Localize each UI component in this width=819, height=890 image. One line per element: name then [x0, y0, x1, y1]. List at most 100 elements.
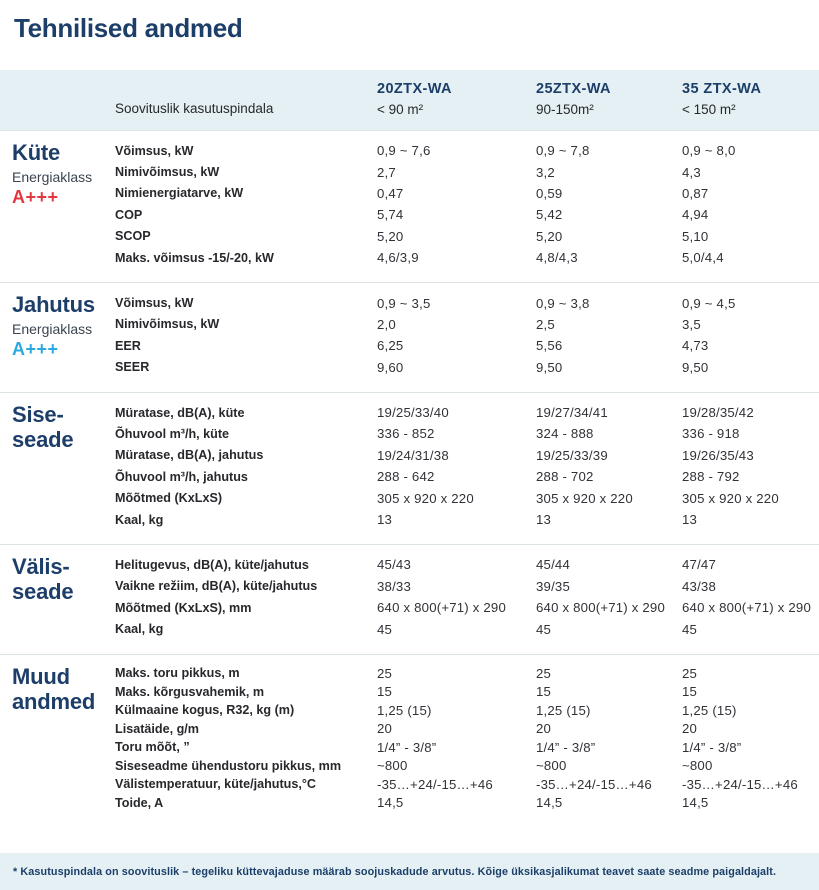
row-label: SEER	[115, 360, 150, 375]
row-value: 9,50	[682, 359, 709, 375]
row-label: Mõõtmed (KxLxS), mm	[115, 600, 252, 615]
energy-class-value: A+++	[12, 339, 59, 360]
table-row: Toru mõõt, ” 1/4” - 3/8” 1/4” - 3/8” 1/4” -…	[115, 738, 819, 757]
table-row: Müratase, dB(A), küte 19/25/33/40 19/27/34…	[115, 402, 819, 423]
row-value: 20	[377, 721, 393, 737]
row-value: 288 - 642	[377, 469, 435, 485]
row-value: 9,50	[536, 359, 563, 375]
row-value: 640 x 800(+71) x 290	[536, 600, 666, 616]
model-name: 20ZTX-WA	[377, 81, 452, 97]
table-row: Külmaaine kogus, R32, kg (m) 1,25 (15) 1,2…	[115, 701, 819, 720]
row-value: 5,42	[536, 207, 563, 223]
row-value: 43/38	[682, 578, 717, 594]
section-title: Sise-seade	[12, 401, 74, 452]
row-value: 25	[377, 665, 393, 681]
row-value: 4,73	[682, 338, 709, 354]
row-value: 0,47	[377, 185, 404, 201]
table-row: Maks. võimsus -15/-20, kW 4,6/3,9 4,8/4,3 5…	[115, 247, 819, 268]
row-value: 305 x 920 x 220	[377, 490, 474, 506]
section-header-valisseade: Välis-seade	[12, 554, 115, 640]
row-value: 5,10	[682, 228, 709, 244]
row-value: ~800	[377, 758, 408, 774]
model-column-20ztx-wa: 20ZTX-WA < 90 m²	[377, 81, 536, 117]
row-label: Välistemperatuur, küte/jahutus,°C	[115, 777, 316, 792]
row-value: 336 - 918	[682, 426, 740, 442]
row-label: Maks. toru pikkus, m	[115, 666, 240, 681]
table-row: Kaal, kg 45 45 45	[115, 618, 819, 639]
section-valisseade: Välis-seade Helitugevus, dB(A), küte/jahu…	[0, 544, 819, 654]
model-name: 25ZTX-WA	[536, 81, 611, 97]
row-label: Siseseadme ühendustoru pikkus, mm	[115, 758, 342, 773]
row-value: 1,25 (15)	[682, 702, 737, 718]
row-value: 19/27/34/41	[536, 405, 608, 421]
table-row: Toide, A 14,5 14,5 14,5	[115, 793, 819, 812]
row-value: 0,87	[682, 185, 709, 201]
model-column-35ztx-wa: 35 ZTX-WA < 150 m²	[682, 81, 819, 117]
row-value: 1,25 (15)	[377, 702, 432, 718]
row-value: 19/28/35/42	[682, 405, 754, 421]
row-value: 25	[682, 665, 698, 681]
row-label: Kaal, kg	[115, 622, 164, 637]
row-label: Müratase, dB(A), küte	[115, 405, 245, 420]
row-label: Võimsus, kW	[115, 143, 194, 158]
row-value: 5,74	[377, 207, 404, 223]
row-value: 19/24/31/38	[377, 447, 449, 463]
row-value: ~800	[536, 758, 567, 774]
energy-class-value: A+++	[12, 187, 59, 207]
row-value: 288 - 792	[682, 469, 740, 485]
table-row: Õhuvool m³/h, jahutus 288 - 642 288 - 702 2…	[115, 466, 819, 487]
row-label: Toru mõõt, ”	[115, 740, 190, 755]
row-label: Maks. kõrgusvahemik, m	[115, 684, 265, 699]
row-label: Õhuvool m³/h, küte	[115, 426, 230, 441]
row-label: Vaikne režiim, dB(A), küte/jahutus	[115, 579, 318, 594]
row-value: 38/33	[377, 578, 412, 594]
table-row: Välistemperatuur, küte/jahutus,°C -35…+24…	[115, 775, 819, 794]
model-area: < 150 m²	[682, 102, 736, 117]
row-label: Lisatäide, g/m	[115, 721, 199, 736]
row-label: Nimivõimsus, kW	[115, 317, 220, 332]
row-value: 0,59	[536, 185, 563, 201]
row-value: 19/25/33/40	[377, 405, 449, 421]
table-row: Õhuvool m³/h, küte 336 - 852 324 - 888 336 …	[115, 423, 819, 444]
row-value: 0,9 ~ 4,5	[682, 295, 736, 311]
row-value: 13	[377, 512, 393, 528]
table-row: SEER 9,60 9,50 9,50	[115, 357, 819, 378]
section-title: Välis-seade	[12, 554, 74, 605]
section-rows: Müratase, dB(A), küte 19/25/33/40 19/27/34…	[115, 402, 819, 530]
row-value: 1/4” - 3/8”	[536, 739, 596, 755]
table-row: Lisatäide, g/m 20 20 20	[115, 719, 819, 738]
row-label: Nimienergiatarve, kW	[115, 186, 244, 201]
row-value: 15	[377, 684, 393, 700]
table-row: Nimivõimsus, kW 2,7 3,2 4,3	[115, 161, 819, 182]
row-label: Nimivõimsus, kW	[115, 165, 220, 180]
row-value: 45	[536, 621, 552, 637]
row-value: 6,25	[377, 338, 404, 354]
table-row: Võimsus, kW 0,9 ~ 7,6 0,9 ~ 7,8 0,9 ~ 8,0	[115, 140, 819, 161]
row-value: 5,56	[536, 338, 563, 354]
row-value: 3,5	[682, 316, 701, 332]
row-value: 305 x 920 x 220	[536, 490, 633, 506]
row-value: -35…+24/-15…+46	[682, 776, 798, 792]
section-header-muud-andmed: Muud andmed	[12, 664, 115, 812]
table-row: Helitugevus, dB(A), küte/jahutus 45/43 45/…	[115, 554, 819, 575]
table-row: Müratase, dB(A), jahutus 19/24/31/38 19/25…	[115, 445, 819, 466]
table-row: Vaikne režiim, dB(A), küte/jahutus 38/33 3…	[115, 576, 819, 597]
row-value: -35…+24/-15…+46	[536, 776, 652, 792]
table-header: Soovituslik kasutuspindala 20ZTX-WA < 90 …	[0, 70, 819, 130]
table-row: COP 5,74 5,42 4,94	[115, 204, 819, 225]
row-value: 288 - 702	[536, 469, 594, 485]
row-value: 20	[536, 721, 552, 737]
table-row: Maks. toru pikkus, m 25 25 25	[115, 664, 819, 683]
section-kyte: Küte Energiaklass A+++ Võimsus, kW 0,9 ~ 7,6…	[0, 130, 819, 282]
row-value: 0,9 ~ 3,8	[536, 295, 590, 311]
table-row: Maks. kõrgusvahemik, m 15 15 15	[115, 682, 819, 701]
row-value: 336 - 852	[377, 426, 435, 442]
row-value: 13	[536, 512, 552, 528]
section-header-siseseade: Sise-seade	[12, 402, 115, 530]
row-value: 25	[536, 665, 552, 681]
table-row: Võimsus, kW 0,9 ~ 3,5 0,9 ~ 3,8 0,9 ~ 4,5	[115, 292, 819, 313]
table-row: Kaal, kg 13 13 13	[115, 509, 819, 530]
row-value: 20	[682, 721, 698, 737]
footnote-band: * Kasutuspindala on soovituslik – tegeli…	[0, 853, 819, 890]
row-value: 1/4” - 3/8”	[682, 739, 742, 755]
